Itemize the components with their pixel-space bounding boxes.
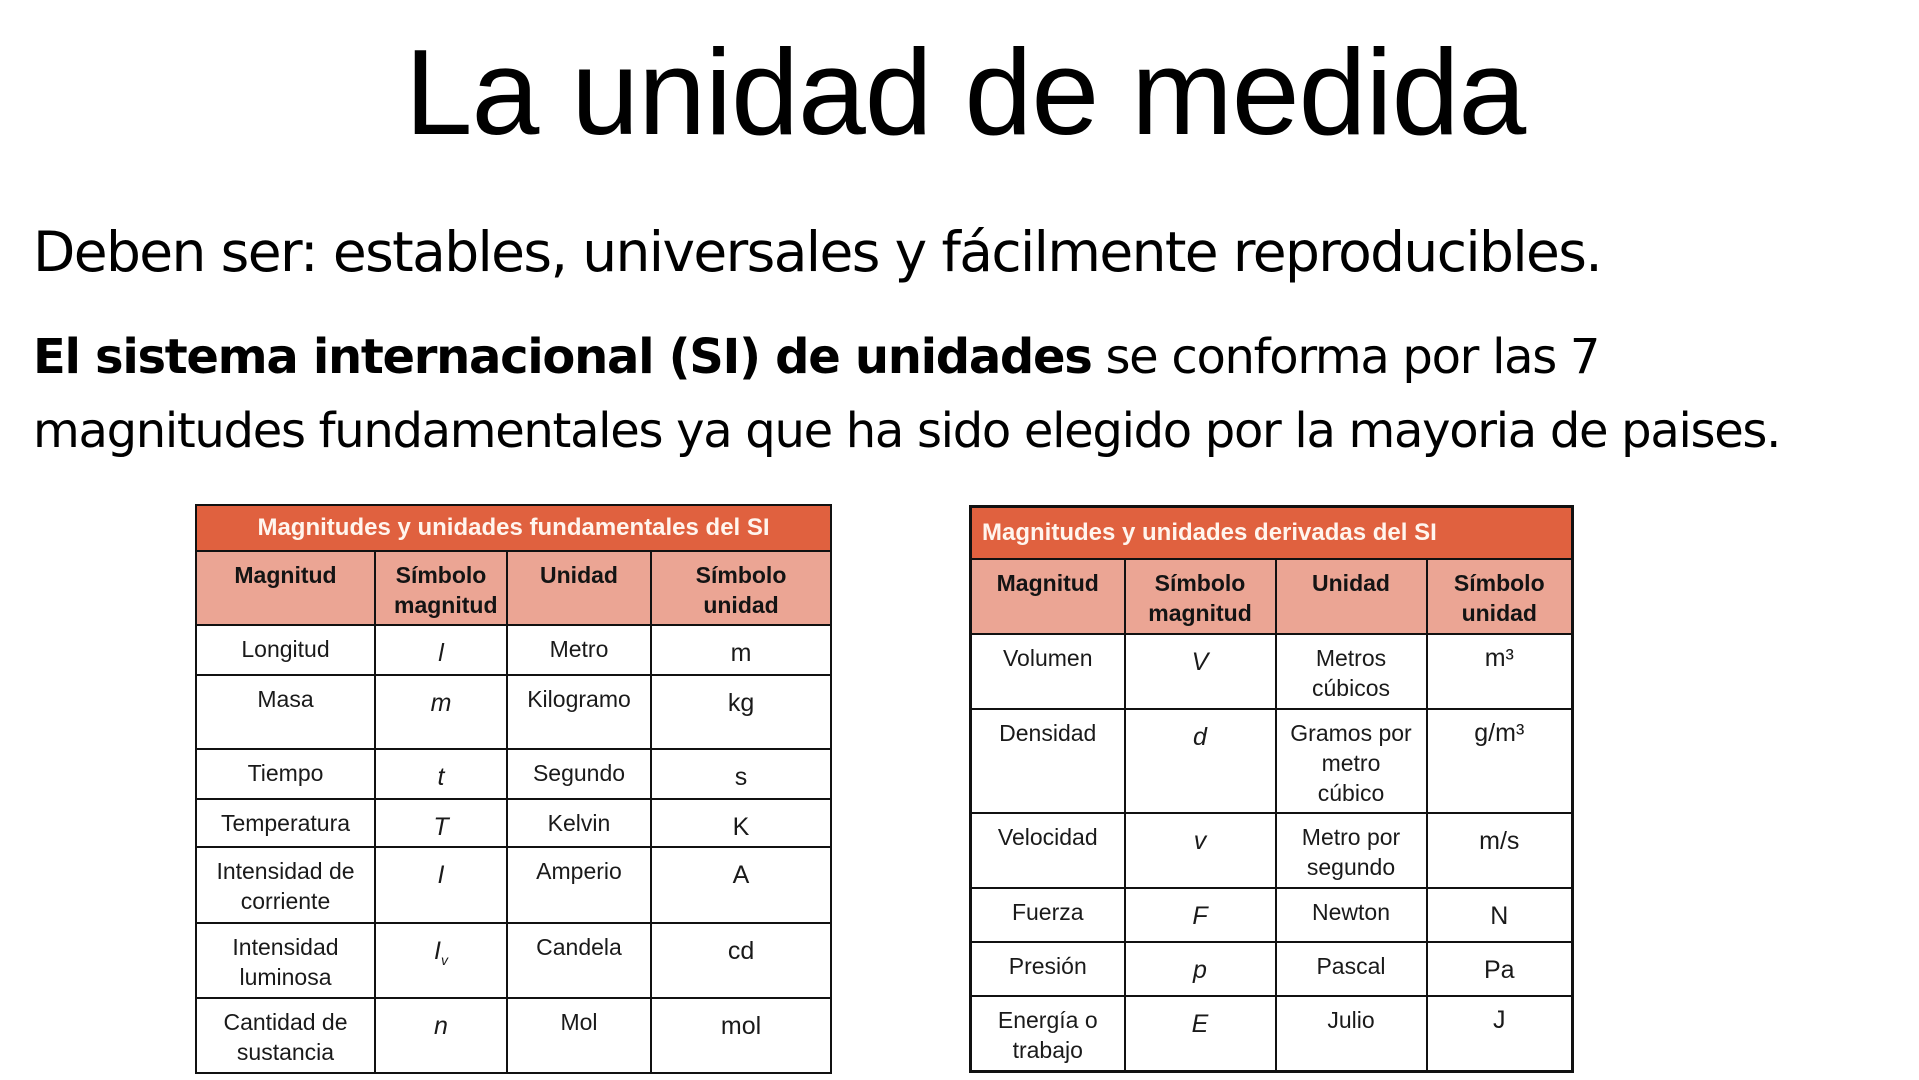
cell-simbolo-unidad: m/s [1425, 812, 1574, 889]
header-magnitud: Magnitud [969, 558, 1126, 635]
cell-simbolo: T [374, 798, 508, 848]
cell-simbolo-unidad: m³ [1425, 633, 1574, 710]
si-paragraph-line2: magnitudes fundamentales ya que ha sido … [33, 403, 1781, 459]
cell-simbolo-unidad: cd [649, 922, 833, 999]
table-row: Temperatura T Kelvin K [195, 798, 833, 848]
table-row: Presión p Pascal Pa [969, 941, 1574, 997]
cell-simbolo: F [1123, 887, 1277, 943]
header-simbolo-magnitud: Símbolo magnitud [374, 550, 508, 626]
cell-unidad: Gramos por metro cúbico [1274, 708, 1428, 814]
symbol-main: I [434, 937, 441, 965]
cell-simbolo-unidad: K [649, 798, 833, 848]
cell-magnitud: Intensidad de corriente [195, 846, 376, 924]
cell-simbolo: I [374, 846, 508, 924]
cell-simbolo: d [1123, 708, 1277, 814]
cell-unidad: Kilogramo [506, 674, 652, 750]
table-row: Intensidad de corriente I Amperio A [195, 846, 833, 924]
cell-simbolo-unidad: N [1425, 887, 1574, 943]
header-unidad: Unidad [506, 550, 652, 626]
derived-units-table: Magnitudes y unidades derivadas del SI M… [969, 505, 1575, 1073]
cell-simbolo-unidad: A [649, 846, 833, 924]
header-simbolo-magnitud: Símbolo magnitud [1123, 558, 1277, 635]
cell-unidad: Julio [1274, 995, 1428, 1072]
cell-magnitud: Temperatura [195, 798, 376, 848]
table-row: Fuerza F Newton N [969, 887, 1574, 943]
cell-simbolo: V [1123, 633, 1277, 710]
table-row: Volumen V Metros cúbicos m³ [969, 633, 1574, 710]
header-magnitud: Magnitud [195, 550, 376, 626]
table-row: Velocidad v Metro por segundo m/s [969, 812, 1574, 889]
table-caption: Magnitudes y unidades fundamentales del … [194, 504, 833, 552]
cell-magnitud: Masa [195, 674, 376, 750]
si-paragraph-bold: El sistema internacional (SI) de unidade… [33, 329, 1093, 385]
cell-simbolo: l [374, 624, 508, 676]
si-paragraph: El sistema internacional (SI) de unidade… [33, 320, 1919, 468]
table-row: Tiempo t Segundo s [195, 748, 833, 800]
cell-magnitud: Volumen [969, 633, 1126, 710]
cell-simbolo-unidad: Pa [1425, 941, 1574, 997]
cell-unidad: Amperio [506, 846, 652, 924]
cell-simbolo: v [1123, 812, 1277, 889]
cell-simbolo: p [1123, 941, 1277, 997]
table-caption: Magnitudes y unidades derivadas del SI [969, 505, 1574, 560]
cell-magnitud: Cantidad de sustancia [195, 997, 376, 1074]
cell-simbolo-unidad: J [1425, 995, 1574, 1072]
cell-simbolo-unidad: mol [649, 997, 833, 1074]
header-unidad: Unidad [1274, 558, 1428, 635]
cell-unidad: Pascal [1274, 941, 1428, 997]
cell-simbolo-unidad: m [649, 624, 833, 676]
header-simbolo-unidad: Símbolo unidad [649, 550, 833, 626]
cell-magnitud: Densidad [969, 708, 1126, 814]
cell-simbolo: Iv [374, 922, 508, 999]
header-simbolo-unidad: Símbolo unidad [1425, 558, 1574, 635]
cell-unidad: Mol [506, 997, 652, 1074]
cell-simbolo-unidad: s [649, 748, 833, 800]
cell-magnitud: Velocidad [969, 812, 1126, 889]
slide-title: La unidad de medida [404, 24, 1527, 160]
cell-magnitud: Intensidad luminosa [195, 922, 376, 999]
table-row: Masa m Kilogramo kg [195, 674, 833, 750]
symbol-subscript: v [440, 952, 448, 968]
cell-unidad: Metros cúbicos [1274, 633, 1428, 710]
table-row: Intensidad luminosa Iv Candela cd [195, 922, 833, 999]
cell-simbolo: n [374, 997, 508, 1074]
cell-simbolo-unidad: g/m³ [1425, 708, 1574, 814]
cell-simbolo: t [374, 748, 508, 800]
cell-magnitud: Presión [969, 941, 1126, 997]
fundamental-units-table: Magnitudes y unidades fundamentales del … [194, 504, 833, 1074]
cell-unidad: Metro por segundo [1274, 812, 1428, 889]
table-row: Cantidad de sustancia n Mol mol [195, 997, 833, 1074]
cell-unidad: Segundo [506, 748, 652, 800]
cell-unidad: Newton [1274, 887, 1428, 943]
cell-unidad: Kelvin [506, 798, 652, 848]
cell-magnitud: Fuerza [969, 887, 1126, 943]
table-row: Energía o trabajo E Julio J [969, 995, 1574, 1072]
cell-simbolo: E [1123, 995, 1277, 1072]
requirements-line: Deben ser: estables, universales y fácil… [33, 220, 1603, 284]
si-paragraph-rest: se conforma por las 7 [1091, 329, 1600, 385]
cell-simbolo: m [374, 674, 508, 750]
cell-unidad: Candela [506, 922, 652, 999]
table-row: Densidad d Gramos por metro cúbico g/m³ [969, 708, 1574, 814]
cell-magnitud: Tiempo [195, 748, 376, 800]
cell-magnitud: Longitud [195, 624, 376, 676]
cell-simbolo-unidad: kg [649, 674, 833, 750]
cell-magnitud: Energía o trabajo [969, 995, 1126, 1072]
cell-unidad: Metro [506, 624, 652, 676]
table-row: Longitud l Metro m [195, 624, 833, 676]
